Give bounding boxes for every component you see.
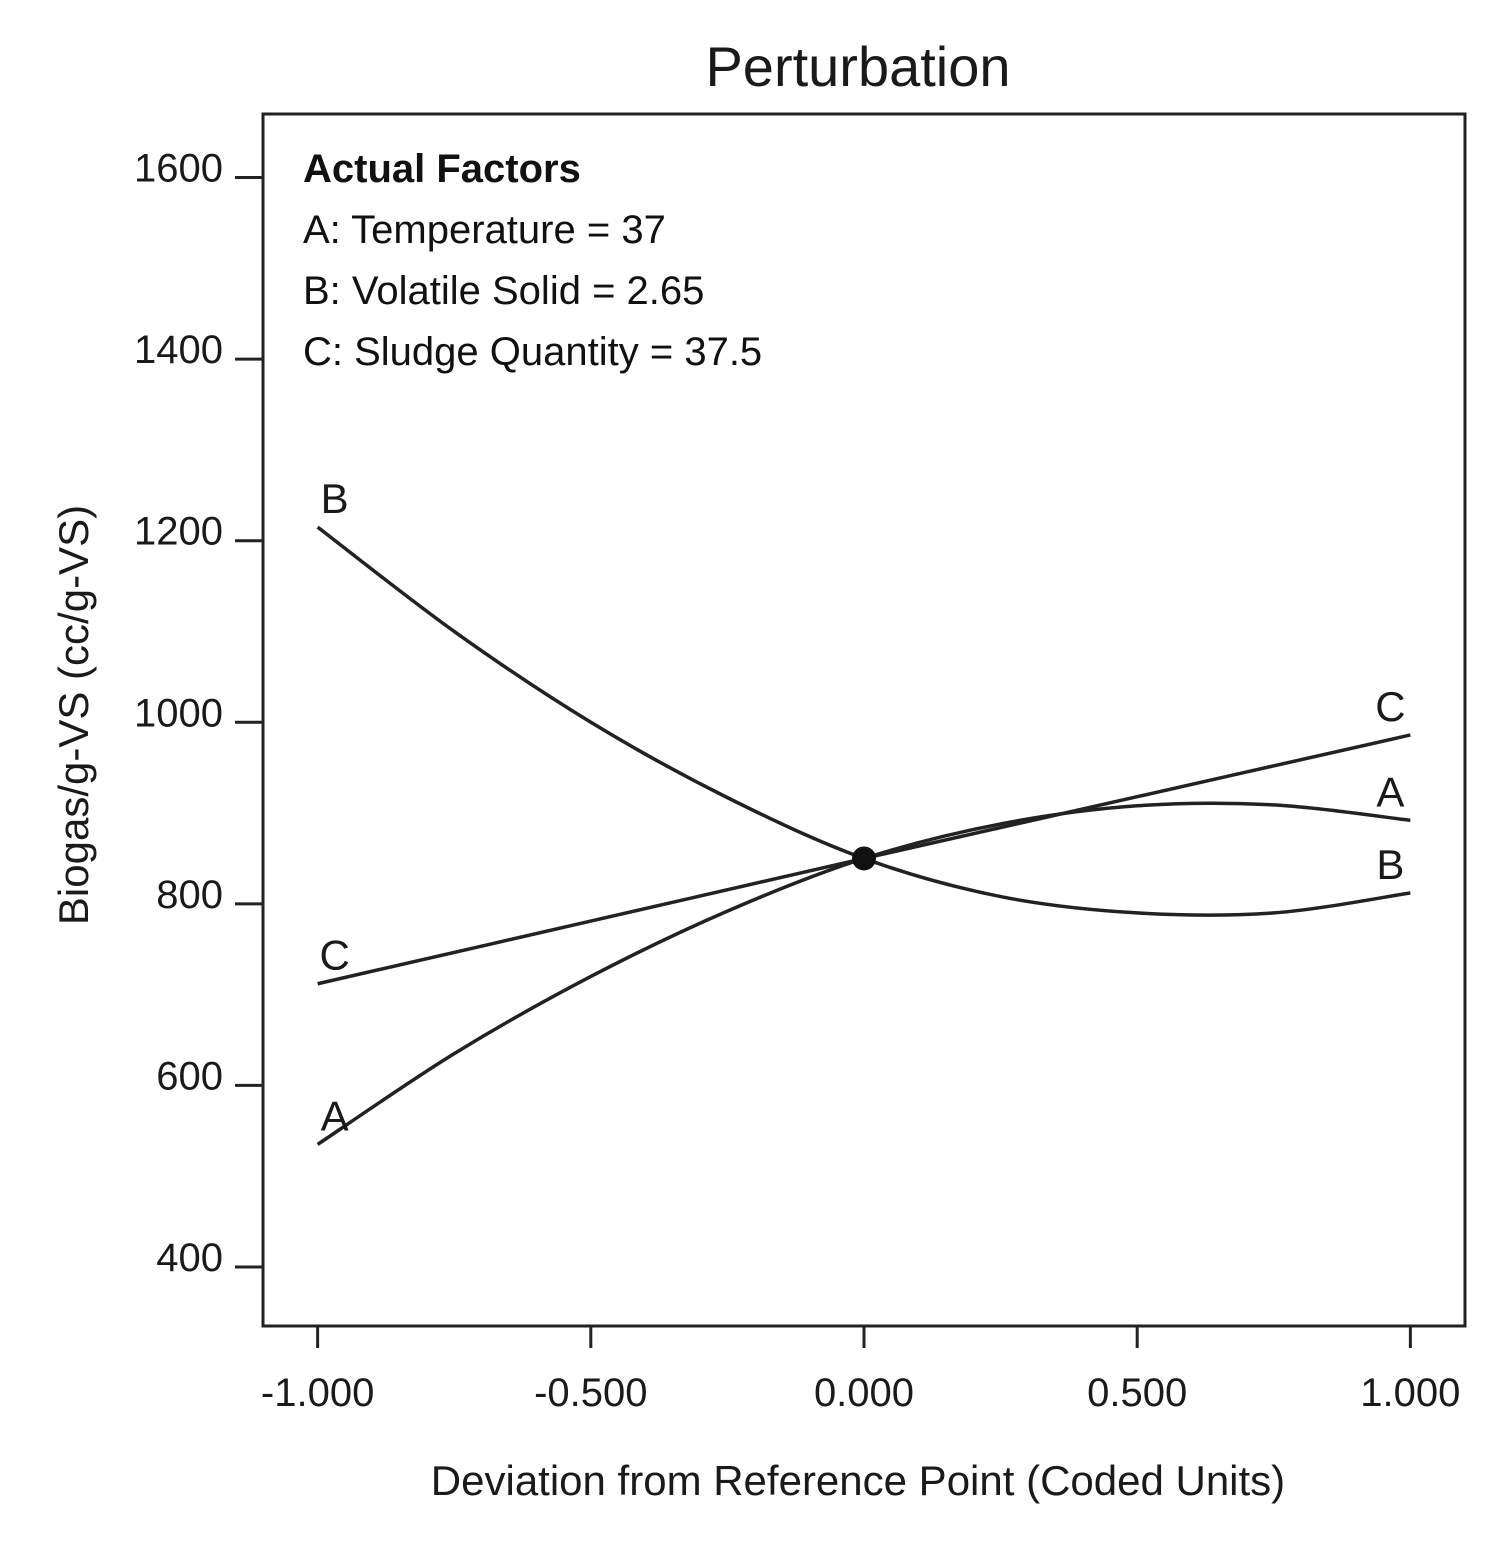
y-tick-label: 1200 [134, 510, 223, 554]
x-tick-label: -1.000 [261, 1371, 374, 1415]
y-axis: 400 600 800 1000 1200 1400 1600 [134, 147, 263, 1280]
series-b-end-label: B [1376, 841, 1404, 888]
y-tick-label: 1600 [134, 147, 223, 191]
reference-point-marker [852, 846, 876, 871]
actual-factors-legend: Actual Factors A: Temperature = 37 B: Vo… [303, 147, 762, 374]
series-b-start-label: B [321, 475, 349, 522]
x-tick-label: -0.500 [534, 1371, 647, 1415]
legend-heading: Actual Factors [303, 147, 581, 191]
x-tick-label: 1.000 [1360, 1371, 1460, 1415]
x-tick-label: 0.000 [814, 1371, 914, 1415]
series-a-end-label: A [1376, 768, 1404, 815]
series-c-end-label: C [1375, 683, 1405, 730]
legend-factor-b: B: Volatile Solid = 2.65 [303, 269, 704, 313]
legend-factor-a: A: Temperature = 37 [303, 208, 666, 252]
y-tick-label: 1000 [134, 691, 223, 735]
series-c-start-label: C [319, 932, 349, 979]
y-tick-label: 400 [156, 1236, 223, 1280]
x-tick-label: 0.500 [1087, 1371, 1187, 1415]
chart-title: Perturbation [705, 35, 1010, 98]
y-tick-label: 600 [156, 1054, 223, 1098]
x-axis-label: Deviation from Reference Point (Coded Un… [431, 1457, 1285, 1504]
y-axis-label: Biogas/g-VS (cc/g-VS) [50, 505, 97, 925]
legend-factor-c: C: Sludge Quantity = 37.5 [303, 330, 762, 374]
y-tick-label: 1400 [134, 328, 223, 372]
series-b-line [316, 525, 1411, 917]
x-axis: -1.000 -0.500 0.000 0.500 1.000 [261, 1326, 1460, 1415]
series-a-start-label: A [321, 1092, 349, 1139]
y-tick-label: 800 [156, 873, 223, 917]
